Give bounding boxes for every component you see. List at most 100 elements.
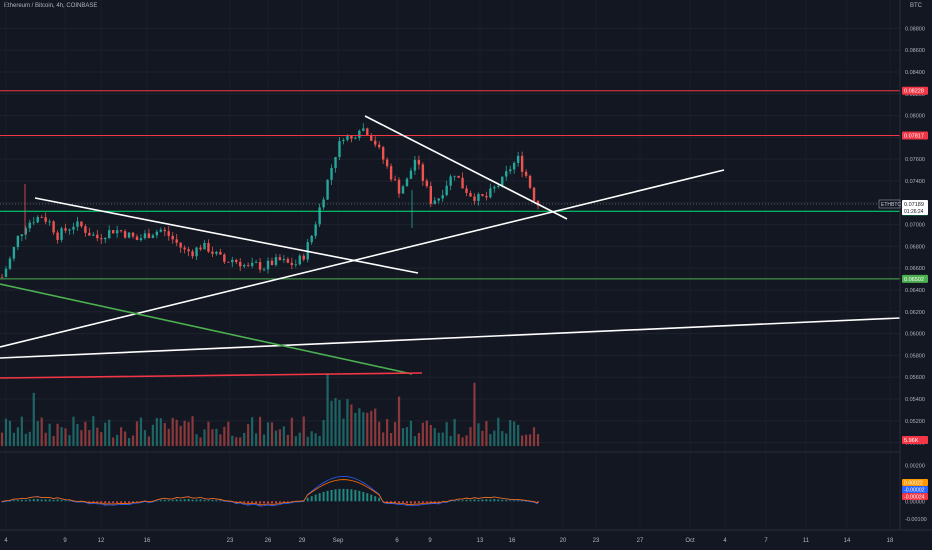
date-tick-label: 16 — [509, 538, 516, 544]
macd-histogram-bar — [56, 499, 59, 502]
macd-histogram-bar — [128, 501, 131, 503]
level-price-tag — [902, 274, 928, 283]
macd-histogram-bar — [255, 501, 258, 503]
volume-bar — [123, 431, 127, 446]
signal-line — [1, 479, 539, 506]
volume-bar — [60, 427, 63, 446]
date-tick-label: 13 — [477, 538, 484, 544]
trendlines-layer — [0, 115, 901, 379]
candle-body — [485, 195, 488, 198]
symbol-tag — [878, 199, 901, 209]
macd-histogram-bar — [32, 499, 35, 502]
volume-bar — [211, 429, 214, 446]
volume-bar — [270, 422, 274, 446]
volume-bar — [433, 428, 436, 446]
candle-body — [505, 171, 508, 177]
volume-bar — [449, 435, 452, 446]
volume-bar — [290, 417, 293, 446]
macd-histogram-bar — [358, 490, 361, 502]
grid-layer — [0, 27, 900, 444]
macd-histogram-bar — [374, 496, 377, 502]
volume-bar — [310, 431, 313, 446]
candle-body — [127, 232, 131, 238]
candle-body — [354, 137, 357, 139]
candle-body — [20, 234, 24, 236]
candle-body — [342, 139, 345, 142]
macd-histogram-bar — [116, 501, 119, 504]
volume-bar — [326, 373, 329, 446]
candle-body — [100, 238, 103, 240]
volume-bar — [294, 436, 297, 446]
price-tick-label: 0.08400 — [905, 70, 925, 76]
volume-bar — [346, 399, 349, 446]
volume-bar — [342, 418, 345, 446]
macd-histogram-bar — [398, 501, 401, 503]
volume-bar — [139, 417, 143, 446]
macd-histogram-bar — [120, 501, 123, 503]
price-tick-label: 0.06000 — [905, 332, 925, 338]
candle-body — [310, 235, 313, 243]
volume-bar — [227, 421, 230, 446]
bar-countdown-label: 01:26:24 — [904, 209, 924, 215]
volume-bar — [350, 404, 353, 446]
currency-unit: BTC — [910, 3, 922, 9]
date-tick-label: 9 — [63, 538, 67, 544]
candle-body — [477, 194, 480, 201]
volume-bar — [28, 431, 31, 446]
macd-histogram-bar — [183, 499, 186, 502]
volume-bar — [80, 430, 83, 446]
macd-histogram-bar — [20, 499, 23, 502]
candle-body — [76, 221, 79, 227]
volume-bars — [0, 373, 540, 446]
long-support-line — [0, 317, 901, 359]
macd-histogram-bar — [28, 499, 31, 502]
price-tick-label: 0.06600 — [905, 266, 925, 272]
volume-bar — [417, 432, 420, 446]
candle-body — [326, 179, 329, 200]
macd-histogram-bar — [48, 499, 51, 502]
volume-bar — [382, 432, 385, 446]
candle-body — [385, 159, 389, 167]
price-tick-label: 0.05200 — [905, 419, 925, 425]
macd-histogram-bar — [362, 491, 365, 502]
candle-body — [278, 257, 282, 261]
macd-histogram-bar — [203, 500, 206, 502]
macd-histogram-bar — [215, 500, 218, 502]
volume-bar — [247, 424, 250, 446]
macd-histogram-bar — [489, 499, 492, 502]
macd-histogram-bar — [378, 497, 381, 502]
volume-bar — [262, 434, 266, 446]
volume-bar — [183, 420, 186, 446]
volume-bar — [389, 433, 393, 446]
macd-histogram-bar — [370, 494, 373, 502]
volume-bar — [219, 434, 222, 446]
volume-bar — [195, 434, 198, 446]
macd-histogram-bar — [433, 501, 436, 503]
candle-body — [457, 175, 460, 178]
macd-histogram-bar — [235, 501, 238, 503]
volume-bar — [120, 427, 123, 446]
macd-histogram-bar — [239, 501, 242, 503]
axis-labels: 0.08800 0.08600 0.08400 0.08200 0.08000 0.078… — [4, 26, 928, 544]
volume-bar — [524, 434, 528, 446]
volume-bar — [477, 423, 480, 446]
candle-body — [64, 228, 67, 231]
volume-bar — [171, 417, 174, 446]
macd-histogram-bar — [481, 499, 484, 502]
candle-body — [123, 231, 127, 238]
macd-histogram-bar — [457, 500, 460, 502]
volume-bar — [127, 437, 131, 446]
candle-body — [44, 217, 47, 222]
candle-body — [294, 264, 298, 266]
volume-bar — [56, 423, 59, 446]
candle-body — [512, 162, 516, 170]
candle-body — [501, 176, 504, 186]
candle-body — [290, 262, 294, 266]
candle-body — [242, 265, 246, 267]
level-price-label: 0.07817 — [904, 134, 924, 140]
macd-histogram-bar — [326, 490, 329, 502]
volume-bar — [52, 436, 55, 446]
volume-bar — [282, 426, 285, 446]
volume-bar — [528, 434, 532, 446]
